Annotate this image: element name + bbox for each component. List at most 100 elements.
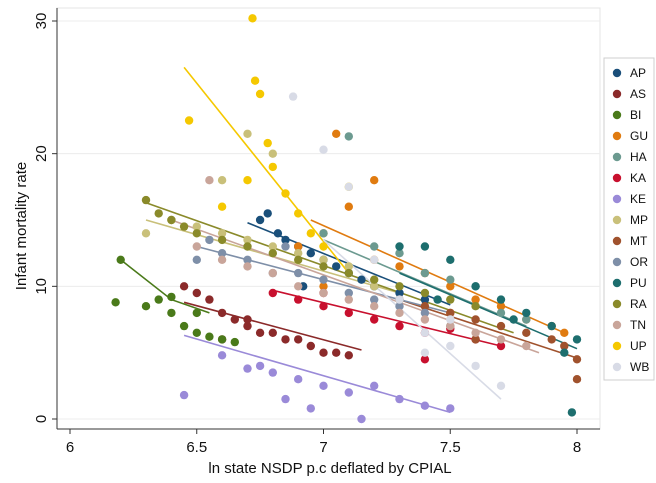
point-or bbox=[217, 249, 227, 258]
legend-marker-ke bbox=[612, 194, 622, 204]
point-mt bbox=[547, 335, 556, 344]
trend-line-pu bbox=[399, 272, 578, 350]
point-ap bbox=[273, 229, 283, 238]
point-ke bbox=[370, 381, 379, 390]
point-up bbox=[319, 242, 328, 251]
point-gu bbox=[370, 176, 379, 185]
point-ke bbox=[243, 364, 252, 373]
point-mt bbox=[420, 302, 430, 311]
point-bi bbox=[141, 302, 151, 311]
point-as bbox=[243, 321, 252, 331]
point-ra bbox=[141, 195, 151, 205]
point-mt bbox=[496, 321, 506, 331]
x-tick-label: 7 bbox=[319, 439, 327, 456]
point-mp bbox=[319, 255, 328, 264]
point-ka bbox=[268, 288, 277, 298]
point-as bbox=[306, 341, 315, 351]
point-bi bbox=[205, 332, 214, 341]
point-mt bbox=[471, 335, 480, 344]
point-mp bbox=[192, 222, 201, 231]
point-or bbox=[243, 255, 252, 264]
point-pu bbox=[446, 255, 455, 264]
legend-marker-or bbox=[612, 257, 622, 267]
point-up bbox=[217, 202, 227, 211]
point-tn bbox=[205, 176, 214, 185]
legend: AP AS BI GU HA KA KE MP MT OR PU RA TN UP WB bbox=[603, 57, 655, 381]
point-or bbox=[395, 302, 404, 311]
point-tn bbox=[471, 328, 480, 337]
point-as bbox=[268, 328, 277, 337]
point-bi bbox=[230, 337, 239, 347]
point-mt bbox=[572, 355, 582, 364]
point-ra bbox=[446, 295, 455, 304]
point-up bbox=[248, 14, 257, 23]
point-tn bbox=[344, 295, 353, 304]
point-bi bbox=[179, 321, 189, 331]
point-ka bbox=[344, 308, 353, 318]
legend-label-wb: WB bbox=[630, 360, 649, 374]
legend-marker-tn bbox=[612, 320, 622, 330]
point-ka bbox=[319, 302, 328, 311]
point-as bbox=[255, 328, 265, 337]
point-ke bbox=[179, 390, 189, 400]
point-ka bbox=[294, 295, 303, 304]
point-tn bbox=[522, 341, 531, 351]
legend-label-gu: GU bbox=[630, 129, 648, 143]
point-mt bbox=[522, 328, 531, 337]
point-ra bbox=[179, 222, 189, 231]
point-tn bbox=[268, 268, 277, 278]
point-pu bbox=[433, 295, 442, 304]
x-tick-label: 6.5 bbox=[186, 439, 207, 456]
point-pu bbox=[560, 348, 569, 357]
point-tn bbox=[446, 321, 455, 331]
point-ka bbox=[420, 355, 430, 364]
x-tick-label: 6 bbox=[66, 439, 74, 456]
point-pu bbox=[509, 315, 518, 324]
legend-marker-pu bbox=[612, 278, 622, 288]
point-gu bbox=[395, 262, 404, 271]
point-up bbox=[268, 162, 277, 172]
point-tn bbox=[370, 302, 379, 311]
point-ke bbox=[217, 351, 227, 360]
legend-marker-ap bbox=[612, 68, 622, 78]
legend-label-as: AS bbox=[630, 87, 646, 101]
point-ha bbox=[420, 268, 430, 278]
point-tn bbox=[243, 262, 252, 271]
legend-label-ra: RA bbox=[630, 297, 647, 311]
y-axis-title: Infant mortality rate bbox=[13, 162, 30, 290]
point-or bbox=[294, 268, 303, 278]
point-mp bbox=[370, 282, 379, 291]
point-ap bbox=[420, 295, 430, 304]
legend-marker-gu bbox=[612, 131, 622, 141]
point-pu bbox=[572, 335, 582, 344]
x-tick-label: 8 bbox=[573, 439, 581, 456]
trend-line-ha bbox=[323, 239, 527, 327]
legend-label-tn: TN bbox=[630, 318, 646, 332]
point-as bbox=[192, 288, 201, 298]
point-tn bbox=[192, 242, 201, 251]
point-ka bbox=[370, 315, 379, 324]
point-ra bbox=[154, 209, 163, 218]
point-bi bbox=[217, 335, 227, 344]
legend-label-ha: HA bbox=[630, 150, 647, 164]
point-as bbox=[179, 282, 189, 291]
legend-marker-mt bbox=[612, 236, 622, 246]
point-as bbox=[319, 348, 328, 357]
trend-line-mt bbox=[399, 298, 578, 359]
point-wb bbox=[288, 92, 298, 101]
point-wb bbox=[319, 145, 328, 154]
legend-label-mp: MP bbox=[630, 213, 648, 227]
data-points bbox=[111, 14, 582, 424]
point-gu bbox=[344, 202, 353, 211]
point-wb bbox=[446, 341, 455, 351]
point-ha bbox=[446, 275, 455, 284]
point-ha bbox=[496, 308, 506, 318]
point-or bbox=[370, 295, 379, 304]
point-or bbox=[281, 242, 290, 251]
point-ap bbox=[263, 209, 272, 218]
legend-marker-as bbox=[612, 89, 622, 99]
legend-marker-bi bbox=[612, 110, 622, 120]
trend-line-wb bbox=[322, 239, 502, 400]
point-ap bbox=[306, 249, 315, 258]
